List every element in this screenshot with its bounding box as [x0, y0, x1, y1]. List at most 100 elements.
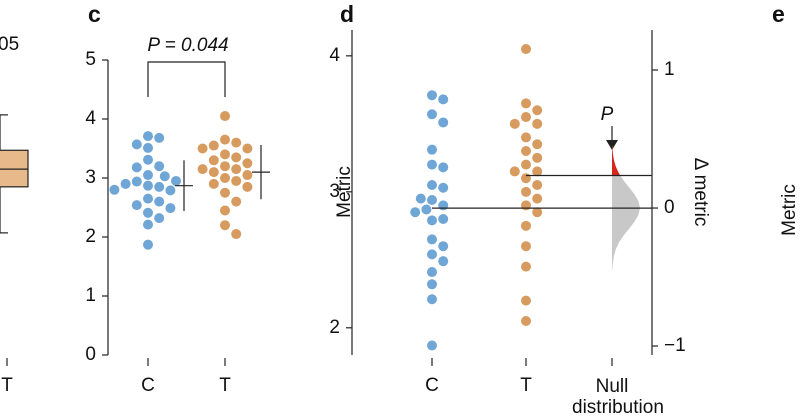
point [231, 164, 242, 175]
point [242, 143, 253, 154]
point [521, 159, 531, 170]
point [231, 196, 242, 207]
point [131, 176, 142, 187]
point [220, 149, 230, 160]
y-tick-label: 5 [85, 49, 96, 70]
point [438, 94, 449, 105]
point [220, 134, 230, 145]
point [171, 175, 181, 186]
point [120, 178, 131, 189]
y-tick-label: 2 [329, 317, 340, 338]
point [521, 295, 531, 306]
point [521, 44, 531, 55]
point [427, 294, 437, 305]
y-tick-label: 3 [329, 181, 340, 202]
p-annotation: P [601, 104, 614, 125]
y-tick-label: 3 [85, 167, 96, 188]
point [427, 267, 437, 278]
point [242, 158, 253, 169]
point [415, 193, 426, 204]
y-tick-label: 0 [85, 344, 96, 365]
x-tick-label: T [520, 375, 532, 396]
x-tick-label: Null distribution [572, 376, 664, 418]
point [509, 166, 520, 177]
arrow-head [606, 140, 618, 150]
point [427, 234, 437, 245]
point [220, 173, 230, 183]
point [165, 185, 176, 196]
y2-axis-label: Δ metric [690, 158, 711, 227]
point [231, 229, 242, 240]
point [521, 98, 531, 109]
point [521, 241, 531, 252]
point [143, 180, 153, 191]
point [208, 140, 219, 151]
point [131, 200, 142, 211]
point [509, 118, 520, 129]
panel-label: e [772, 1, 785, 27]
y-tick-label: 4 [85, 108, 96, 129]
y2-tick-label: −1 [664, 335, 686, 356]
point [197, 143, 208, 154]
point [421, 204, 432, 215]
point [532, 139, 543, 150]
point [154, 196, 165, 207]
point [143, 219, 153, 230]
point [220, 187, 230, 198]
point [143, 239, 153, 250]
panel-label: c [88, 1, 101, 27]
point [242, 170, 253, 181]
point [154, 181, 165, 192]
panel-label: d [340, 1, 354, 27]
y2-tick-label: 0 [664, 197, 675, 218]
point [438, 182, 449, 193]
point [521, 146, 531, 157]
y-axis-label: Metric [334, 166, 355, 218]
point [438, 117, 449, 128]
point [208, 155, 219, 166]
point [427, 340, 437, 351]
point [532, 180, 543, 191]
point [532, 207, 543, 218]
point [159, 171, 170, 182]
point [143, 131, 153, 142]
x-tick-label: C [425, 375, 439, 396]
point [521, 173, 531, 184]
point [154, 132, 165, 143]
point [143, 154, 153, 165]
point [438, 214, 449, 225]
null-tail [612, 145, 621, 176]
point [532, 166, 543, 177]
point [410, 207, 421, 218]
point [427, 194, 437, 205]
point [427, 109, 437, 120]
point [427, 249, 437, 260]
point [427, 279, 437, 290]
point [109, 184, 120, 195]
point [165, 203, 176, 214]
y2-tick-label: 1 [664, 59, 675, 80]
point [521, 200, 531, 211]
point [220, 161, 230, 172]
point [532, 152, 543, 163]
point [197, 164, 208, 175]
y-axis-label: Metric [779, 184, 800, 236]
point [220, 111, 230, 122]
point [427, 215, 437, 226]
point [427, 90, 437, 101]
point [427, 159, 437, 170]
point [438, 200, 449, 211]
y-tick-label: 4 [329, 45, 340, 66]
point [143, 207, 153, 218]
point [521, 316, 531, 327]
point [131, 162, 142, 173]
point [438, 241, 449, 252]
point [438, 256, 449, 267]
point [521, 186, 531, 197]
point [427, 144, 437, 155]
y-tick-label: 1 [85, 285, 96, 306]
x-tick-label: T [219, 375, 231, 396]
point [231, 137, 242, 148]
point [532, 118, 543, 129]
